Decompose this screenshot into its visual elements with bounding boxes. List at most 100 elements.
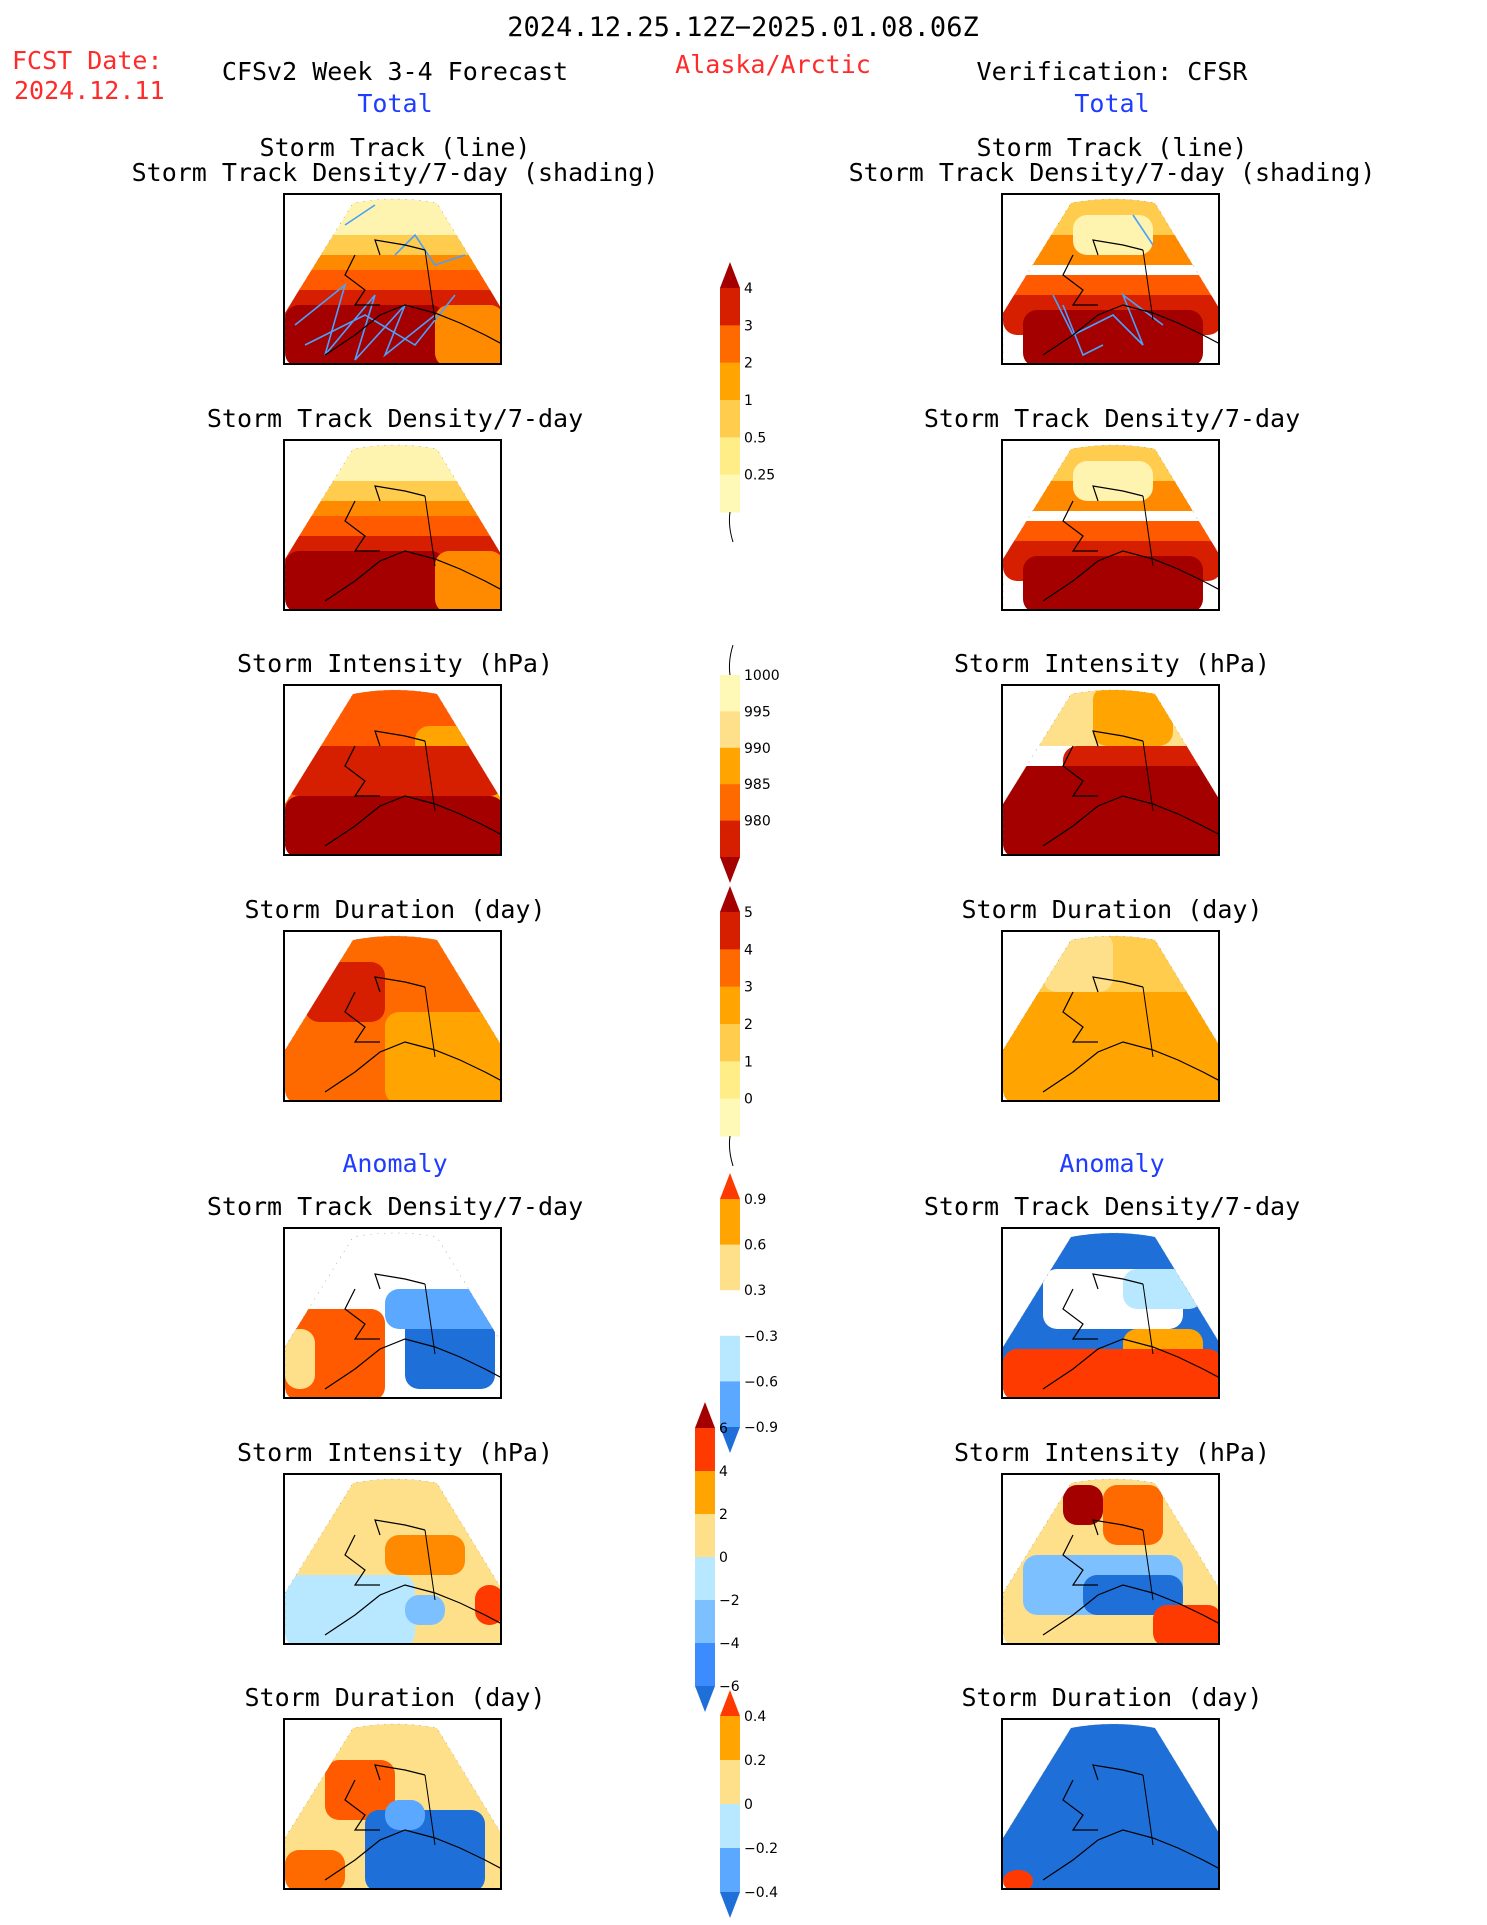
- colorbar-density-total: 4 3 2 1 0.5 0.25: [718, 262, 838, 543]
- map-shading: [475, 1585, 500, 1625]
- colorbar-intensity-total: 1000 995 990 985 980: [718, 644, 838, 883]
- map-shading: [1003, 1870, 1033, 1888]
- coastline: [324, 730, 500, 847]
- colorbar-swatch: [695, 1557, 715, 1601]
- colorbar-swatch: [695, 1643, 715, 1687]
- colorbar-arrow-bottom: [720, 857, 740, 883]
- map-shading: [285, 1850, 345, 1888]
- border-line: [424, 1774, 436, 1846]
- colorbar-arrow-bottom: [720, 1427, 740, 1453]
- map-shading: [435, 551, 500, 609]
- colorbar-tick-label: 0.9: [744, 1192, 766, 1208]
- colorbar-tick-label: 0.3: [744, 1283, 766, 1299]
- border-line: [424, 740, 436, 812]
- coastline: [1042, 976, 1218, 1093]
- colorbar-swatch: [720, 400, 740, 438]
- map-shading: [285, 796, 500, 854]
- coastline: [1042, 239, 1218, 356]
- colorbar-tick-label: 0.6: [744, 1238, 766, 1254]
- colorbar-swatch: [720, 437, 740, 476]
- map-duration-right: [1001, 930, 1220, 1102]
- map-shading: [405, 1595, 445, 1625]
- colorbar-swatch: [720, 949, 740, 988]
- colorbar-tick-label: 4: [744, 942, 753, 958]
- colorbar-swatch: [720, 1848, 740, 1893]
- colorbar-arrow-bottom: [695, 1686, 715, 1712]
- title-intensity-anom-right: Storm Intensity (hPa): [953, 1438, 1271, 1467]
- colorbar-swatch: [720, 784, 740, 822]
- colorbar-tick-label: 0.5: [744, 430, 766, 446]
- title-density-left: Storm Track Density/7-day: [206, 404, 584, 433]
- colorbar-tail-bottom: [728, 1135, 734, 1167]
- colorbar-swatch: [720, 711, 740, 749]
- colorbar-tick-label: 4: [719, 1464, 728, 1480]
- border-line: [1142, 986, 1154, 1058]
- colorbar-arrow-bottom: [720, 1892, 740, 1918]
- map-shading: [1003, 992, 1218, 1100]
- colorbar-duration-total: 5 4 3 2 1 0: [718, 886, 838, 1167]
- map-intensity-anom-right: [1001, 1473, 1220, 1645]
- colorbar-tick-label: 0.2: [744, 1753, 766, 1769]
- map-shading: [305, 962, 385, 1022]
- colorbar-arrow-top: [695, 1402, 715, 1428]
- map-shading: [285, 305, 445, 363]
- colorbar-tick-label: −0.4: [744, 1885, 778, 1901]
- map-shading: [285, 746, 500, 796]
- title-density-right: Storm Track Density/7-day: [923, 404, 1301, 433]
- title-density-anom-right: Storm Track Density/7-day: [923, 1192, 1301, 1221]
- map-density-left: [283, 439, 502, 611]
- colorbar-tick-label: 990: [744, 741, 771, 757]
- colorbar-tick-label: 5: [744, 905, 753, 921]
- model-title: CFSv2 Week 3-4 Forecast: [221, 57, 569, 86]
- map-shading: [1073, 461, 1153, 501]
- map-shading: [385, 1535, 465, 1575]
- border-line: [424, 986, 436, 1058]
- fcst-date-value: 2024.12.11: [14, 76, 165, 105]
- border-line: [1142, 495, 1154, 567]
- colorbar-density-anom: 0.9 0.6 0.3 −0.3 −0.6 −0.9: [718, 1173, 838, 1453]
- fcst-date-label: FCST Date:: [12, 46, 163, 75]
- colorbar-tick-label: 6: [719, 1421, 728, 1437]
- coastline: [324, 239, 500, 356]
- colorbar-tick-label: −0.2: [744, 1841, 778, 1857]
- map-shading: [285, 1575, 415, 1643]
- map-shading: [1103, 1485, 1163, 1545]
- coastline: [1042, 485, 1218, 602]
- map-shading: [385, 1800, 425, 1830]
- colorbar-tick-label: 2: [744, 1017, 753, 1033]
- map-shading: [285, 1329, 315, 1389]
- map-shading: [285, 551, 445, 609]
- colorbar-swatch: [720, 1716, 740, 1761]
- anomaly-label-left: Anomaly: [342, 1149, 448, 1178]
- coastline: [1042, 1519, 1218, 1636]
- map-density-right: [1001, 439, 1220, 611]
- colorbar-swatch: [720, 820, 740, 858]
- title-intensity-anom-left: Storm Intensity (hPa): [236, 1438, 554, 1467]
- border-line: [1142, 1529, 1154, 1601]
- colorbar-swatch: [720, 1804, 740, 1849]
- coastline: [1042, 1764, 1218, 1881]
- coastline: [324, 1519, 500, 1636]
- colorbar-swatch: [720, 1244, 740, 1291]
- total-label-left: Total: [357, 89, 433, 118]
- colorbar-swatch: [695, 1428, 715, 1472]
- colorbar-tick-label: 0: [744, 1797, 753, 1813]
- colorbar-swatch: [720, 675, 740, 712]
- colorbar-swatch: [720, 986, 740, 1025]
- colorbar-tick-label: 1000: [744, 668, 780, 684]
- border-line: [424, 1283, 436, 1355]
- map-density-anom-right: [1001, 1227, 1220, 1399]
- colorbar-swatch: [720, 1061, 740, 1100]
- colorbar-tick-label: 980: [744, 814, 771, 830]
- colorbar-tick-label: 0: [719, 1550, 728, 1566]
- colorbar-arrow-top: [720, 262, 740, 288]
- map-shading: [1003, 1349, 1218, 1397]
- map-shading: [1043, 936, 1113, 992]
- border-line: [424, 495, 436, 567]
- colorbar-tail-top: [728, 644, 734, 676]
- colorbar-tick-label: 995: [744, 704, 771, 720]
- colorbar-swatch: [720, 362, 740, 401]
- colorbar-swatch: [695, 1514, 715, 1558]
- colorbar-tick-label: 2: [744, 356, 753, 372]
- colorbar-swatch: [695, 1600, 715, 1644]
